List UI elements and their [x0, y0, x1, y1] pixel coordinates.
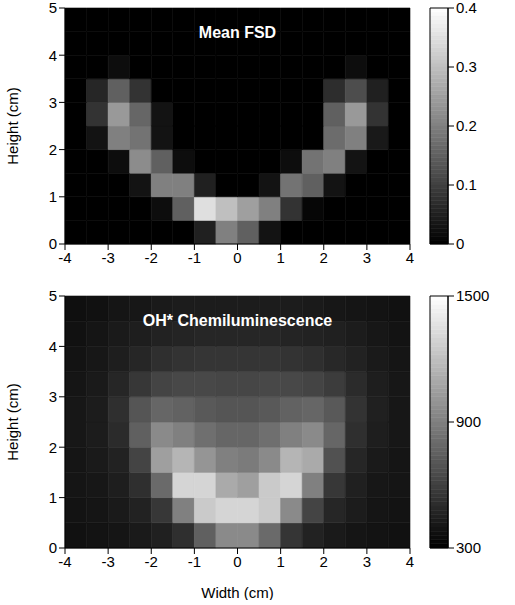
svg-text:3: 3: [363, 553, 371, 570]
svg-text:0: 0: [49, 539, 57, 556]
svg-text:1: 1: [276, 553, 284, 570]
svg-text:2: 2: [49, 439, 57, 456]
svg-text:-4: -4: [58, 249, 71, 266]
svg-text:5: 5: [49, 288, 57, 304]
svg-text:0: 0: [233, 553, 241, 570]
svg-text:-3: -3: [101, 553, 114, 570]
svg-text:1500: 1500: [456, 288, 489, 304]
svg-text:-2: -2: [145, 553, 158, 570]
svg-text:900: 900: [456, 413, 481, 430]
svg-text:Height (cm): Height (cm): [4, 383, 21, 461]
svg-text:4: 4: [49, 47, 57, 64]
svg-text:3: 3: [49, 388, 57, 405]
svg-text:5: 5: [49, 0, 57, 16]
svg-text:0: 0: [49, 235, 57, 252]
svg-text:-2: -2: [145, 249, 158, 266]
svg-text:-3: -3: [101, 249, 114, 266]
svg-text:0.1: 0.1: [456, 176, 477, 193]
svg-text:-1: -1: [188, 249, 201, 266]
svg-text:1: 1: [276, 249, 284, 266]
svg-text:4: 4: [406, 553, 414, 570]
svg-text:0: 0: [233, 249, 241, 266]
svg-text:0.3: 0.3: [456, 58, 477, 75]
svg-text:-1: -1: [188, 553, 201, 570]
svg-text:2: 2: [320, 553, 328, 570]
html-text:OH* Chemiluminescence: OH* Chemiluminescence: [142, 312, 333, 329]
svg-text:2: 2: [320, 249, 328, 266]
svg-text:1: 1: [49, 188, 57, 205]
svg-text:Width (cm): Width (cm): [201, 584, 274, 600]
svg-text:2: 2: [49, 141, 57, 158]
svg-text:0.2: 0.2: [456, 117, 477, 134]
svg-text:Height (cm): Height (cm): [4, 87, 21, 165]
svg-text:4: 4: [49, 338, 57, 355]
svg-text:0: 0: [456, 235, 464, 252]
svg-text:1: 1: [49, 489, 57, 506]
html-text:Mean FSD: Mean FSD: [198, 24, 277, 41]
svg-text:300: 300: [456, 539, 481, 556]
svg-text:3: 3: [363, 249, 371, 266]
svg-text:4: 4: [406, 249, 414, 266]
svg-text:-4: -4: [58, 553, 71, 570]
svg-text:3: 3: [49, 94, 57, 111]
svg-text:0.4: 0.4: [456, 0, 477, 16]
